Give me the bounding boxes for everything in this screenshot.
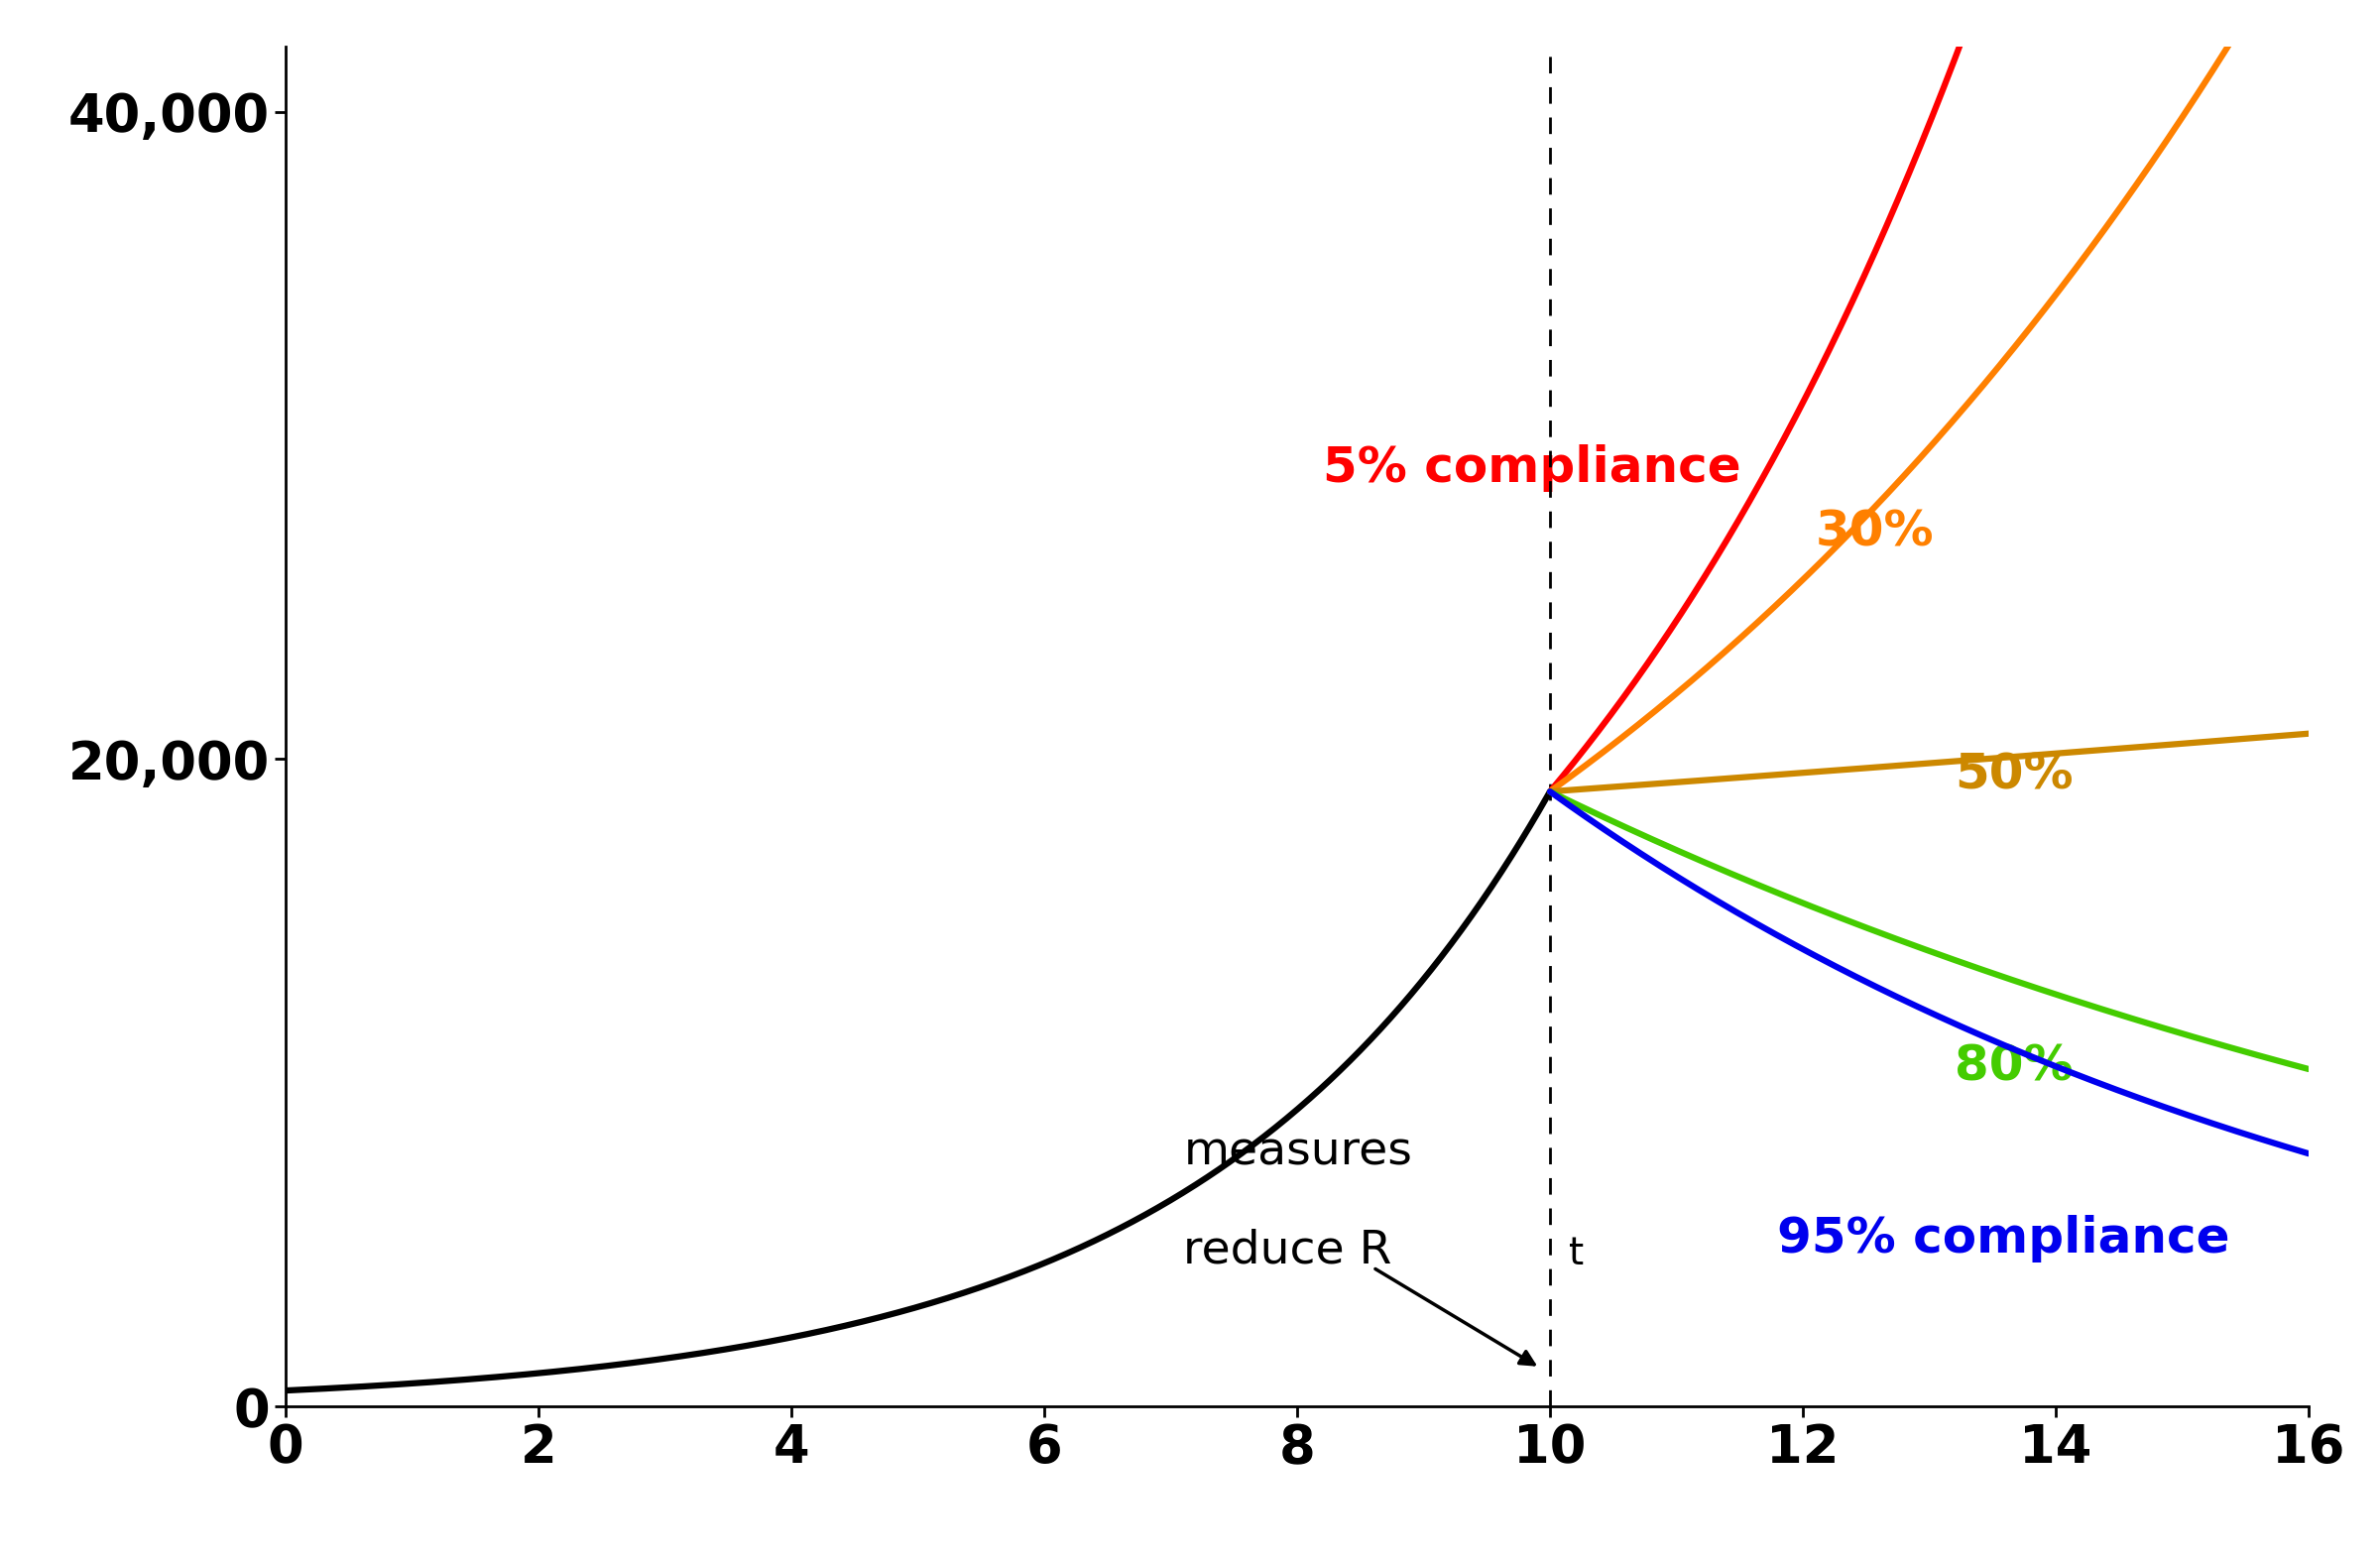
Text: 50%: 50%: [1954, 752, 2073, 799]
Text: reduce R: reduce R: [1183, 1229, 1392, 1274]
Text: 80%: 80%: [1954, 1043, 2073, 1091]
Text: 5% compliance: 5% compliance: [1323, 444, 1740, 492]
Text: 95% compliance: 95% compliance: [1778, 1214, 2230, 1263]
Text: 30%: 30%: [1816, 508, 1935, 556]
Text: measures: measures: [1183, 1128, 1411, 1174]
Text: t: t: [1568, 1235, 1585, 1272]
